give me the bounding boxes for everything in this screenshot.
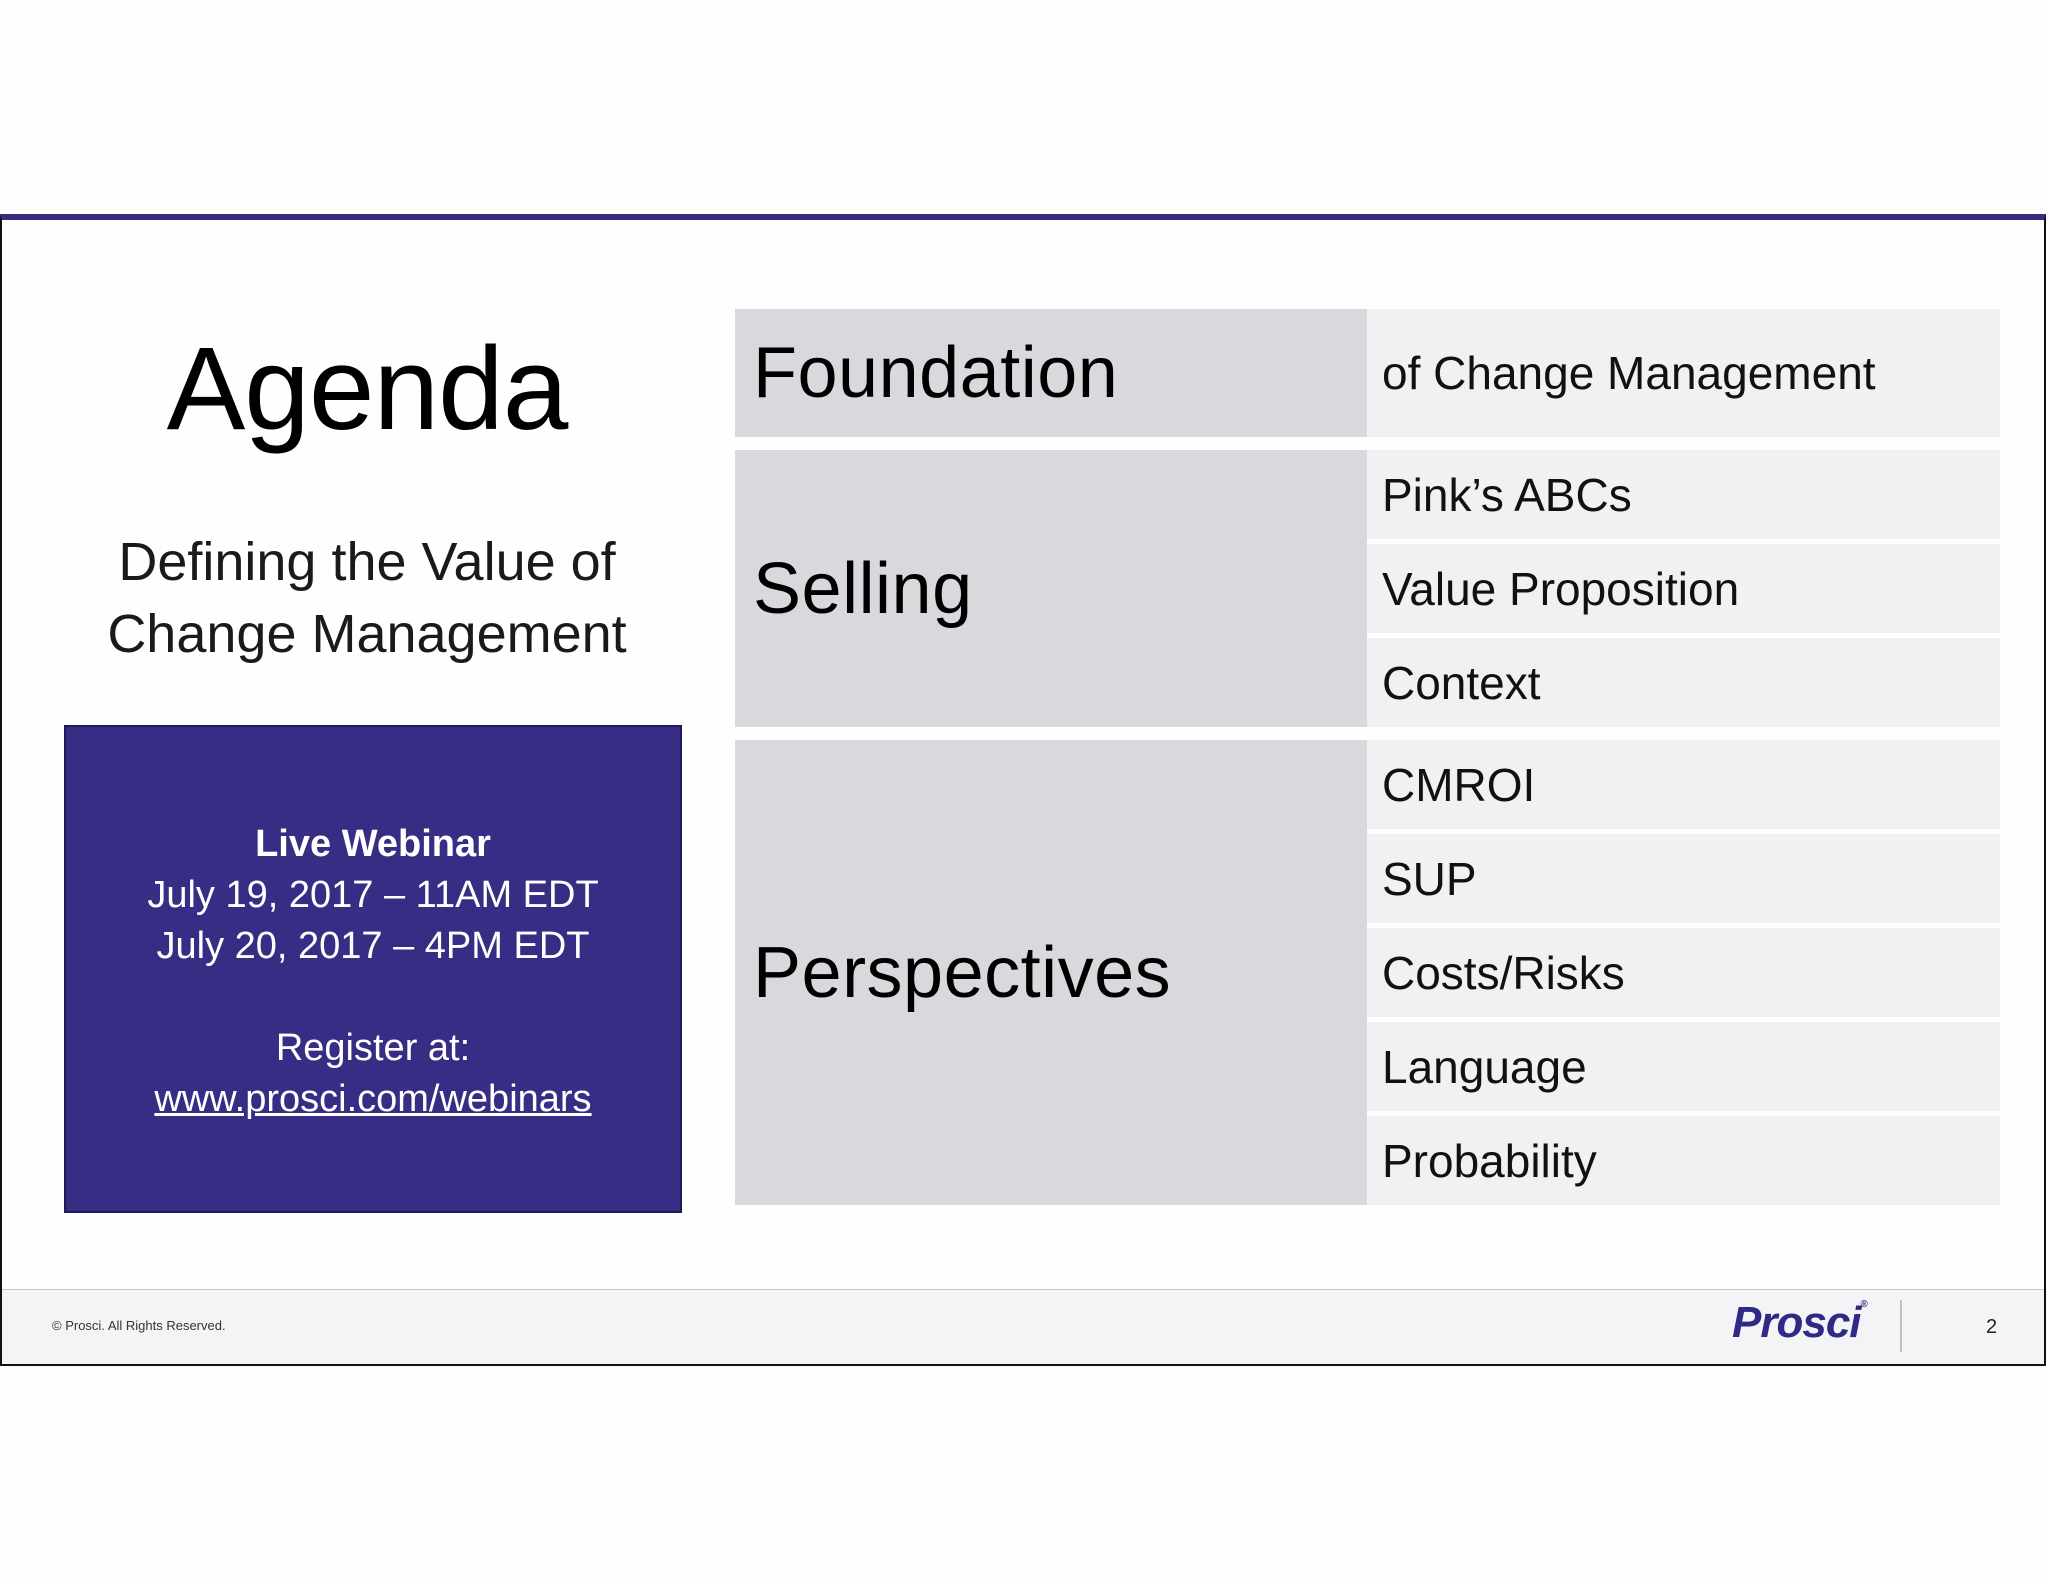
copyright-text: © Prosci. All Rights Reserved.: [52, 1318, 226, 1333]
logo-text: Prosci: [1732, 1298, 1862, 1347]
webinar-date-1: July 19, 2017 – 11AM EDT: [147, 874, 599, 916]
agenda-table: Foundation of Change Management Selling …: [735, 309, 2000, 1218]
webinar-date-2: July 20, 2017 – 4PM EDT: [156, 925, 590, 967]
section-label: Foundation: [735, 309, 1367, 437]
subtitle-line-2: Change Management: [107, 604, 627, 664]
slide-footer: © Prosci. All Rights Reserved. Prosci® 2: [2, 1289, 2044, 1364]
agenda-item: Context: [1367, 638, 2000, 727]
agenda-item: SUP: [1367, 834, 2000, 923]
subtitle-line-1: Defining the Value of: [118, 532, 616, 592]
agenda-item: Costs/Risks: [1367, 928, 2000, 1017]
agenda-item: CMROI: [1367, 740, 2000, 829]
register-label: Register at:: [275, 1027, 471, 1069]
prosci-logo: Prosci®: [1732, 1298, 1868, 1347]
webinar-title: Live Webinar: [255, 823, 491, 865]
agenda-item: Pink’s ABCs: [1367, 450, 2000, 539]
agenda-item: Language: [1367, 1022, 2000, 1111]
webinar-info-box: Live Webinar July 19, 2017 – 11AM EDT Ju…: [64, 725, 682, 1213]
register-link[interactable]: www.prosci.com/webinars: [154, 1078, 592, 1120]
footer-divider: [1900, 1300, 1902, 1352]
agenda-section-foundation: Foundation of Change Management: [735, 309, 2000, 437]
section-label: Perspectives: [735, 740, 1367, 1205]
slide-subtitle: Defining the Value of Change Management: [42, 526, 692, 670]
agenda-item: of Change Management: [1367, 309, 2000, 437]
page-number: 2: [1986, 1316, 1998, 1338]
agenda-section-selling: Selling Pink’s ABCs Value Proposition Co…: [735, 450, 2000, 727]
agenda-item: Value Proposition: [1367, 544, 2000, 633]
agenda-section-perspectives: Perspectives CMROI SUP Costs/Risks Langu…: [735, 740, 2000, 1205]
section-label: Selling: [735, 450, 1367, 727]
slide: Agenda Defining the Value of Change Mana…: [0, 214, 2046, 1366]
slide-title: Agenda: [166, 323, 569, 455]
agenda-item: Probability: [1367, 1116, 2000, 1205]
